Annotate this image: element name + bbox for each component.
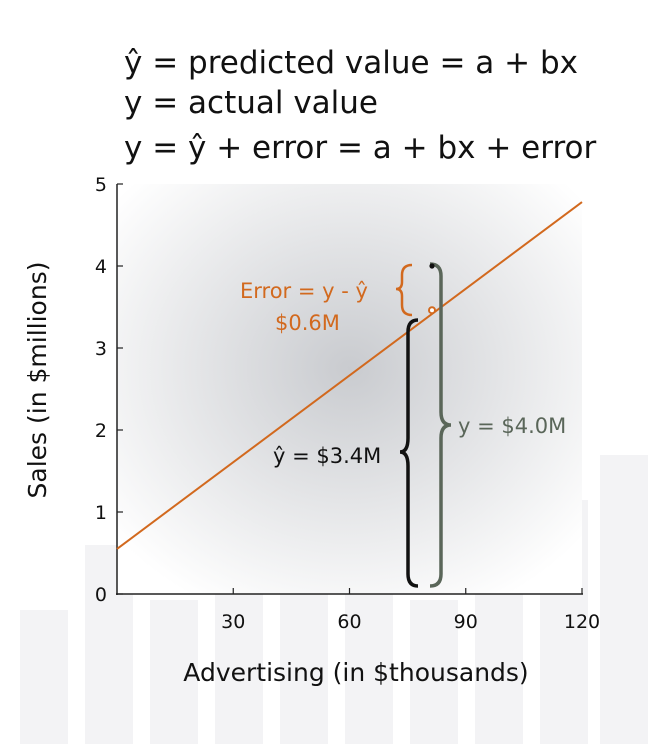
regression-line bbox=[116, 201, 583, 550]
actual-brace bbox=[429, 262, 452, 588]
predicted-brace bbox=[399, 318, 419, 588]
error-label: Error = y - ŷ bbox=[240, 279, 368, 303]
y-tick-label: 2 bbox=[95, 420, 107, 442]
y-tick-label: 0 bbox=[95, 584, 107, 606]
x-tick-label: 120 bbox=[564, 611, 600, 633]
y-tick-label: 1 bbox=[95, 502, 107, 524]
predicted-point bbox=[428, 306, 436, 315]
actual-label: y = $4.0M bbox=[458, 414, 566, 438]
x-ticks: 30 60 90 120 bbox=[221, 588, 600, 633]
y-tick-label: 5 bbox=[95, 174, 107, 196]
y-ticks: 0 1 2 3 4 5 bbox=[95, 174, 123, 606]
x-tick-label: 90 bbox=[454, 611, 478, 633]
y-tick-label: 3 bbox=[95, 338, 107, 360]
predicted-label: ŷ = $3.4M bbox=[273, 444, 381, 468]
equation-line-2: y = actual value bbox=[124, 85, 378, 121]
actual-point bbox=[429, 263, 435, 269]
x-axis-label: Advertising (in $thousands) bbox=[183, 658, 528, 687]
x-tick-label: 60 bbox=[337, 611, 361, 633]
plot-area bbox=[117, 184, 582, 594]
y-axis-label: Sales (in $millions) bbox=[23, 262, 52, 499]
error-brace bbox=[395, 263, 413, 317]
equation-line-3: y = ŷ + error = a + bx + error bbox=[124, 130, 596, 166]
error-value: $0.6M bbox=[275, 311, 340, 335]
equation-line-1: ŷ = predicted value = a + bx bbox=[124, 45, 578, 81]
x-tick-label: 30 bbox=[221, 611, 245, 633]
y-tick-label: 4 bbox=[95, 256, 107, 278]
